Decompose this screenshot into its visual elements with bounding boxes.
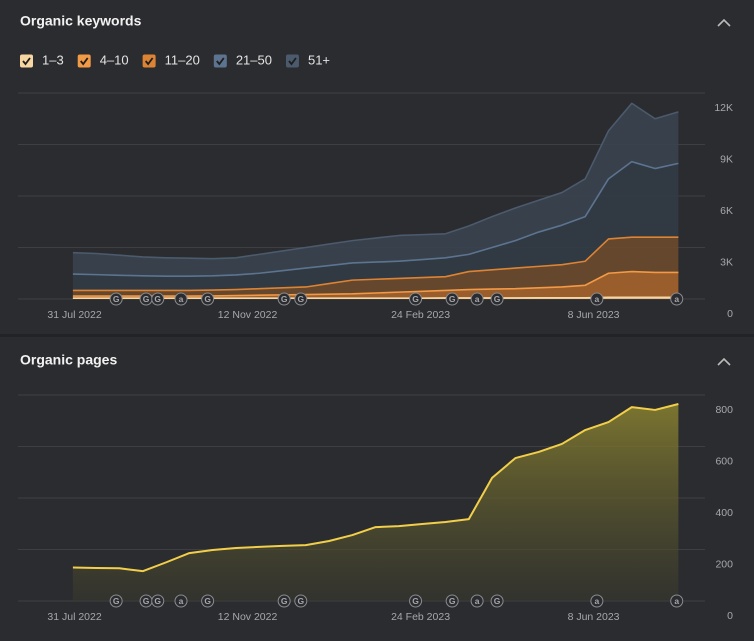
annotation-marker[interactable] (490, 594, 504, 608)
annotation-label: G (113, 294, 120, 304)
annotation-marker[interactable] (490, 292, 504, 306)
x-tick-label: 8 Jun 2023 (568, 611, 620, 623)
annotation-label: G (297, 294, 304, 304)
legend-check (216, 57, 225, 66)
collapse-button[interactable] (717, 357, 731, 366)
legend-label: 21–50 (236, 52, 272, 67)
y-tick-label: 0 (727, 610, 733, 622)
series-line (72, 102, 679, 260)
annotation-marker[interactable] (109, 594, 123, 608)
series-line (72, 236, 679, 292)
legend-checkbox[interactable] (77, 54, 91, 68)
y-tick-label: 6K (720, 205, 733, 217)
legend-checkbox[interactable] (285, 54, 299, 68)
annotation-label: G (204, 596, 211, 606)
legend-label: 11–20 (165, 52, 200, 67)
annotation-marker[interactable] (409, 292, 423, 306)
annotation-label: a (674, 294, 679, 304)
legend-checkbox[interactable] (213, 54, 227, 68)
annotation-marker[interactable] (470, 594, 484, 608)
y-tick-label: 12K (714, 102, 733, 114)
x-tick-label: 24 Feb 2023 (391, 611, 450, 623)
annotation-marker[interactable] (445, 292, 459, 306)
series-line (72, 160, 679, 277)
annotation-marker[interactable] (277, 594, 291, 608)
panel-title: Organic keywords (20, 13, 142, 29)
annotation-marker[interactable] (201, 292, 215, 306)
legend-check (80, 57, 89, 66)
annotation-marker[interactable] (294, 292, 308, 306)
area-fill (72, 237, 679, 297)
area-fill (72, 404, 679, 601)
annotation-label: G (449, 596, 456, 606)
annotation-label: G (494, 596, 501, 606)
annotation-label: a (595, 294, 600, 304)
annotation-label: G (154, 294, 161, 304)
annotation-label: G (113, 596, 120, 606)
series-line (72, 270, 679, 297)
annotation-marker[interactable] (590, 594, 604, 608)
panel-title: Organic pages (20, 352, 117, 368)
legend-checkbox[interactable] (20, 54, 33, 68)
annotation-label: G (281, 596, 288, 606)
legend-check (22, 57, 31, 66)
annotation-marker[interactable] (670, 594, 684, 608)
annotation-marker[interactable] (201, 594, 215, 608)
legend-check (144, 57, 154, 66)
annotation-label: a (179, 294, 184, 304)
y-tick-label: 200 (715, 558, 733, 570)
annotation-label: G (449, 294, 456, 304)
y-tick-label: 3K (720, 256, 733, 268)
legend-label: 51+ (308, 52, 330, 67)
annotation-marker[interactable] (174, 292, 188, 306)
annotation-label: G (281, 294, 288, 304)
legend-check (288, 57, 297, 66)
annotation-marker[interactable] (151, 594, 165, 608)
collapse-button[interactable] (717, 18, 731, 27)
annotation-label: a (674, 596, 679, 606)
annotation-marker[interactable] (294, 594, 308, 608)
x-tick-label: 8 Jun 2023 (568, 309, 620, 321)
y-tick-label: 0 (727, 308, 733, 320)
x-tick-label: 12 Nov 2022 (218, 309, 278, 321)
annotation-marker[interactable] (470, 292, 484, 306)
legend-checkbox[interactable] (142, 54, 156, 68)
x-tick-label: 31 Jul 2022 (47, 611, 101, 623)
annotation-label: a (475, 294, 480, 304)
area-fill (72, 161, 679, 291)
y-tick-label: 600 (715, 455, 733, 467)
annotation-label: a (595, 596, 600, 606)
annotation-marker[interactable] (409, 594, 423, 608)
annotation-label: a (179, 596, 184, 606)
area-fill (72, 103, 679, 277)
annotation-label: G (412, 294, 419, 304)
annotation-marker[interactable] (277, 292, 291, 306)
annotation-label: G (154, 596, 161, 606)
legend-label: 4–10 (100, 52, 129, 67)
annotation-marker[interactable] (151, 292, 165, 306)
x-tick-label: 24 Feb 2023 (391, 309, 450, 321)
annotation-label: G (412, 596, 419, 606)
annotation-marker[interactable] (590, 292, 604, 306)
x-tick-label: 12 Nov 2022 (218, 611, 278, 623)
annotation-marker[interactable] (445, 594, 459, 608)
y-tick-label: 9K (720, 153, 733, 165)
series-line (72, 296, 679, 299)
annotation-label: G (494, 294, 501, 304)
area-fill (72, 271, 679, 299)
annotation-marker[interactable] (109, 292, 123, 306)
annotation-label: a (475, 596, 480, 606)
legend-label: 1–3 (42, 52, 64, 67)
y-tick-label: 400 (715, 507, 733, 519)
annotation-label: G (204, 294, 211, 304)
annotation-marker[interactable] (670, 292, 684, 306)
annotation-label: G (143, 294, 150, 304)
annotation-label: G (143, 596, 150, 606)
y-tick-label: 800 (715, 404, 733, 416)
annotation-marker[interactable] (174, 594, 188, 608)
x-tick-label: 31 Jul 2022 (47, 309, 101, 321)
series-line (72, 403, 679, 573)
annotation-label: G (297, 596, 304, 606)
